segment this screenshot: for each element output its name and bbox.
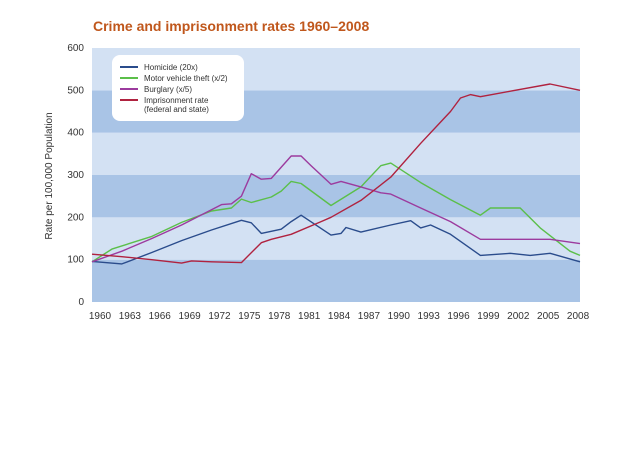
legend-box [112,55,244,121]
y-tick-label: 0 [78,297,84,308]
y-tick-label: 600 [67,43,84,54]
x-tick-label: 1972 [208,311,231,322]
band-0 [92,259,580,302]
x-tick-label: 2005 [537,311,560,322]
x-tick-label: 1966 [149,311,172,322]
chart-title: Crime and imprisonment rates 1960–2008 [93,18,370,34]
x-tick-label: 1993 [418,311,441,322]
series-line-0 [91,214,581,265]
x-tick-label: 1984 [328,311,351,322]
y-tick-label: 300 [67,170,84,181]
legend-label: (federal and state) [144,105,209,114]
x-tick-label: 2002 [507,311,530,322]
band-200 [92,175,580,218]
series-line-3 [91,83,581,264]
legend-label: Motor vehicle theft (x/2) [144,74,228,83]
y-axis-ticks: 0 100 200 300 400 500 600 [67,43,84,308]
x-axis-ticks: 1960 1963 1966 1969 1972 1975 1978 1981 1984 1987… [89,311,590,322]
y-axis-label: Rate per 100,000 Population [44,112,55,239]
x-tick-label: 1978 [268,311,291,322]
legend-label: Imprisonment rate [144,96,209,105]
x-tick-label: 1960 [89,311,112,322]
x-tick-label: 1981 [298,311,321,322]
y-tick-label: 500 [67,85,84,96]
legend: Homicide (20x) Motor vehicle theft (x/2) B… [112,55,244,121]
x-tick-label: 1969 [179,311,202,322]
series-lines [91,83,581,265]
y-tick-label: 200 [67,212,84,223]
x-tick-label: 1990 [388,311,411,322]
x-tick-label: 1987 [358,311,381,322]
x-tick-label: 1963 [119,311,142,322]
series-line-2 [91,155,581,263]
series-line-1 [91,162,581,263]
x-tick-label: 1999 [477,311,500,322]
y-tick-label: 100 [67,255,84,266]
y-tick-label: 400 [67,128,84,139]
x-tick-label: 1975 [238,311,261,322]
x-tick-label: 2008 [567,311,590,322]
x-tick-label: 1996 [447,311,470,322]
band-300 [92,132,580,175]
legend-label: Burglary (x/5) [144,85,192,94]
legend-label: Homicide (20x) [144,63,198,72]
band-100 [92,217,580,260]
